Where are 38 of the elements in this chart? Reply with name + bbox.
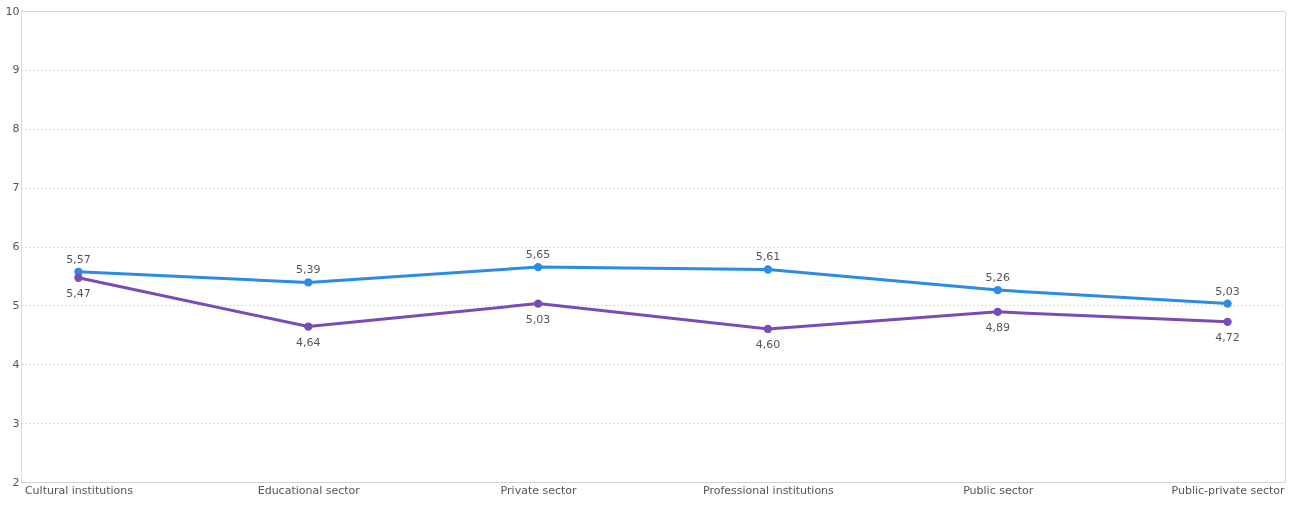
data-label: 5,47 <box>66 286 91 300</box>
data-label: 4,60 <box>755 337 781 351</box>
point <box>763 265 773 274</box>
x-tick-label: Cultural institutions <box>24 483 134 497</box>
point <box>993 307 1002 317</box>
point <box>993 285 1002 295</box>
y-tick-label: 5 <box>12 298 20 312</box>
point <box>1223 317 1232 327</box>
x-tick-label: Educational sector <box>257 483 361 497</box>
data-label: 4,89 <box>985 320 1010 334</box>
y-tick-label: 10 <box>5 4 20 18</box>
data-label: 4,72 <box>1215 330 1240 344</box>
data-label: 5,03 <box>1215 284 1240 298</box>
y-tick-label: 8 <box>12 122 20 136</box>
point <box>763 324 773 334</box>
x-tick-label: Professional institutions <box>703 483 835 497</box>
y-tick-label: 7 <box>12 181 20 195</box>
data-label: 5,65 <box>525 248 551 262</box>
data-label: 5,39 <box>296 263 321 277</box>
data-label: 5,57 <box>66 252 91 266</box>
data-label: 4,64 <box>296 335 321 349</box>
y-tick-label: 2 <box>12 475 20 489</box>
point <box>74 273 83 282</box>
point <box>304 278 313 287</box>
point <box>533 262 543 272</box>
x-tick-label: Public sector <box>963 483 1034 497</box>
point <box>1223 299 1232 308</box>
y-tick-label: 4 <box>12 357 20 371</box>
data-label: 5,26 <box>985 271 1010 285</box>
point <box>533 299 543 308</box>
y-tick-label: 6 <box>12 240 20 253</box>
x-tick-label: Private sector <box>500 483 578 497</box>
y-tick-label: 9 <box>12 63 20 77</box>
data-label: 5,03 <box>525 312 551 326</box>
data-label: 5,61 <box>755 250 781 264</box>
point <box>304 322 313 331</box>
y-tick-label: 3 <box>12 416 20 430</box>
x-tick-label: Public-private sector <box>1171 483 1286 497</box>
